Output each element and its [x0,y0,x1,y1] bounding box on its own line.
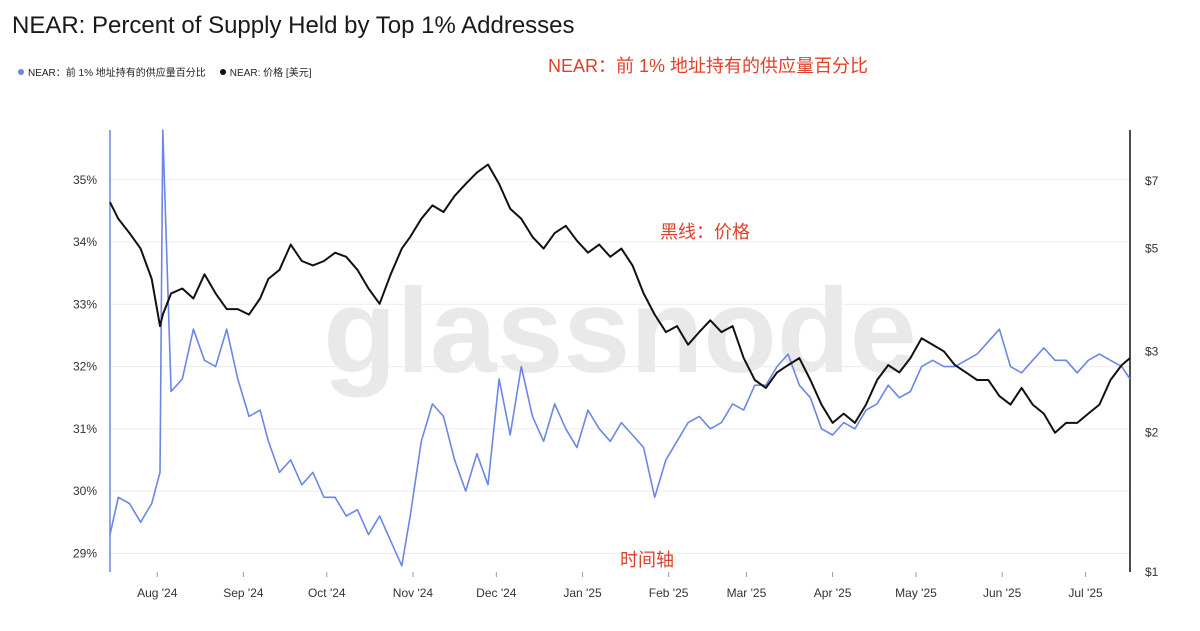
annotation-supply: NEAR：前 1% 地址持有的供应量百分比 [548,56,869,76]
x-tick-label: Jun '25 [983,586,1022,600]
watermark-text: glassnode [323,264,917,398]
y-right-tick-label: $7 [1145,174,1159,188]
x-tick-label: May '25 [895,586,937,600]
y-left-tick-label: 33% [73,297,97,311]
series-line-supply [109,129,1131,567]
y-left-tick-label: 34% [73,235,97,249]
x-tick-label: Dec '24 [476,586,517,600]
legend-item-supply[interactable]: NEAR：前 1% 地址持有的供应量百分比 [18,64,206,79]
y-left-tick-label: 35% [73,173,97,187]
x-tick-label: Feb '25 [649,586,689,600]
y-left-tick-label: 32% [73,360,97,374]
chart-title: NEAR: Percent of Supply Held by Top 1% A… [12,12,575,39]
legend-marker-price [219,68,226,75]
x-tick-label: Jan '25 [563,586,602,600]
legend-item-price[interactable]: NEAR: 价格 [美元] [219,64,312,79]
x-tick-label: Sep '24 [223,586,264,600]
legend-label-price: NEAR: 价格 [美元] [229,68,312,79]
annotation-price-line: 黑线：价格 [660,222,750,242]
y-left-tick-label: 29% [73,546,97,560]
x-tick-label: Mar '25 [727,586,767,600]
y-right-tick-label: $5 [1145,242,1159,256]
x-tick-label: Nov '24 [393,586,434,600]
x-tick-label: Jul '25 [1068,586,1103,600]
y-right-tick-label: $2 [1145,426,1159,440]
x-tick-label: Aug '24 [137,586,178,600]
x-tick-label: Oct '24 [308,586,346,600]
y-right-tick-label: $1 [1145,565,1159,579]
series-line-price [109,163,1131,434]
annotation-time-axis: 时间轴 [620,550,674,570]
x-tick-label: Apr '25 [814,586,852,600]
chart-legend: NEAR：前 1% 地址持有的供应量百分比 NEAR: 价格 [美元] [18,64,311,79]
y-right-tick-label: $3 [1145,344,1159,358]
y-left-tick-label: 30% [73,484,97,498]
legend-label-supply: NEAR：前 1% 地址持有的供应量百分比 [28,68,206,79]
y-left-tick-label: 31% [73,422,97,436]
legend-marker-supply [18,68,24,75]
